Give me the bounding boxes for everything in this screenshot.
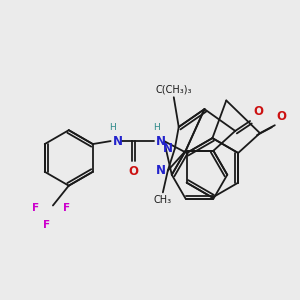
Text: F: F — [63, 203, 70, 214]
Text: H: H — [109, 123, 116, 132]
Text: CH₃: CH₃ — [154, 195, 172, 205]
Text: N: N — [156, 135, 166, 148]
Text: F: F — [32, 203, 39, 214]
Text: O: O — [277, 110, 287, 123]
Text: O: O — [253, 105, 263, 118]
Text: N: N — [112, 135, 123, 148]
Text: N: N — [156, 164, 166, 177]
Text: H: H — [153, 123, 160, 132]
Text: C(CH₃)₃: C(CH₃)₃ — [155, 84, 192, 94]
Text: O: O — [128, 165, 138, 178]
Text: N: N — [163, 142, 173, 155]
Text: F: F — [44, 220, 50, 230]
